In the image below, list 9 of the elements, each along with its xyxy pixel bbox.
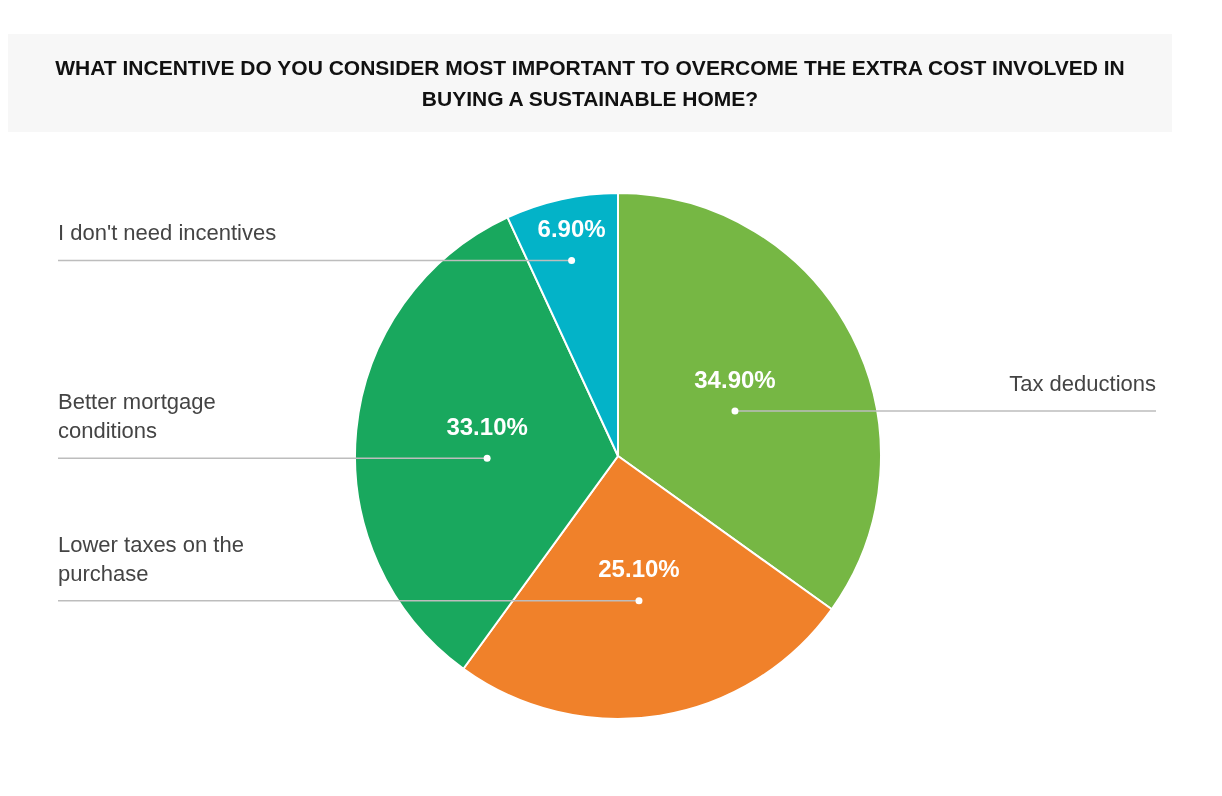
chart-title: WHAT INCENTIVE DO YOU CONSIDER MOST IMPORTANT TO OVERCOME THE EXTRA COST INVOLVED IN BUYING A SUSTAINABLE HOME? — [8, 34, 1172, 132]
data-label: 6.90% — [537, 215, 606, 243]
slice-label: Better mortgage conditions — [58, 389, 216, 444]
slice-label: Tax deductions — [1009, 370, 1156, 396]
data-label: 33.10% — [446, 412, 528, 440]
data-label: 34.90% — [694, 365, 776, 393]
slice-label: Lower taxes on the purchase — [58, 531, 244, 586]
slice-label: I don't need incentives — [58, 220, 277, 246]
data-label: 25.10% — [598, 555, 680, 583]
